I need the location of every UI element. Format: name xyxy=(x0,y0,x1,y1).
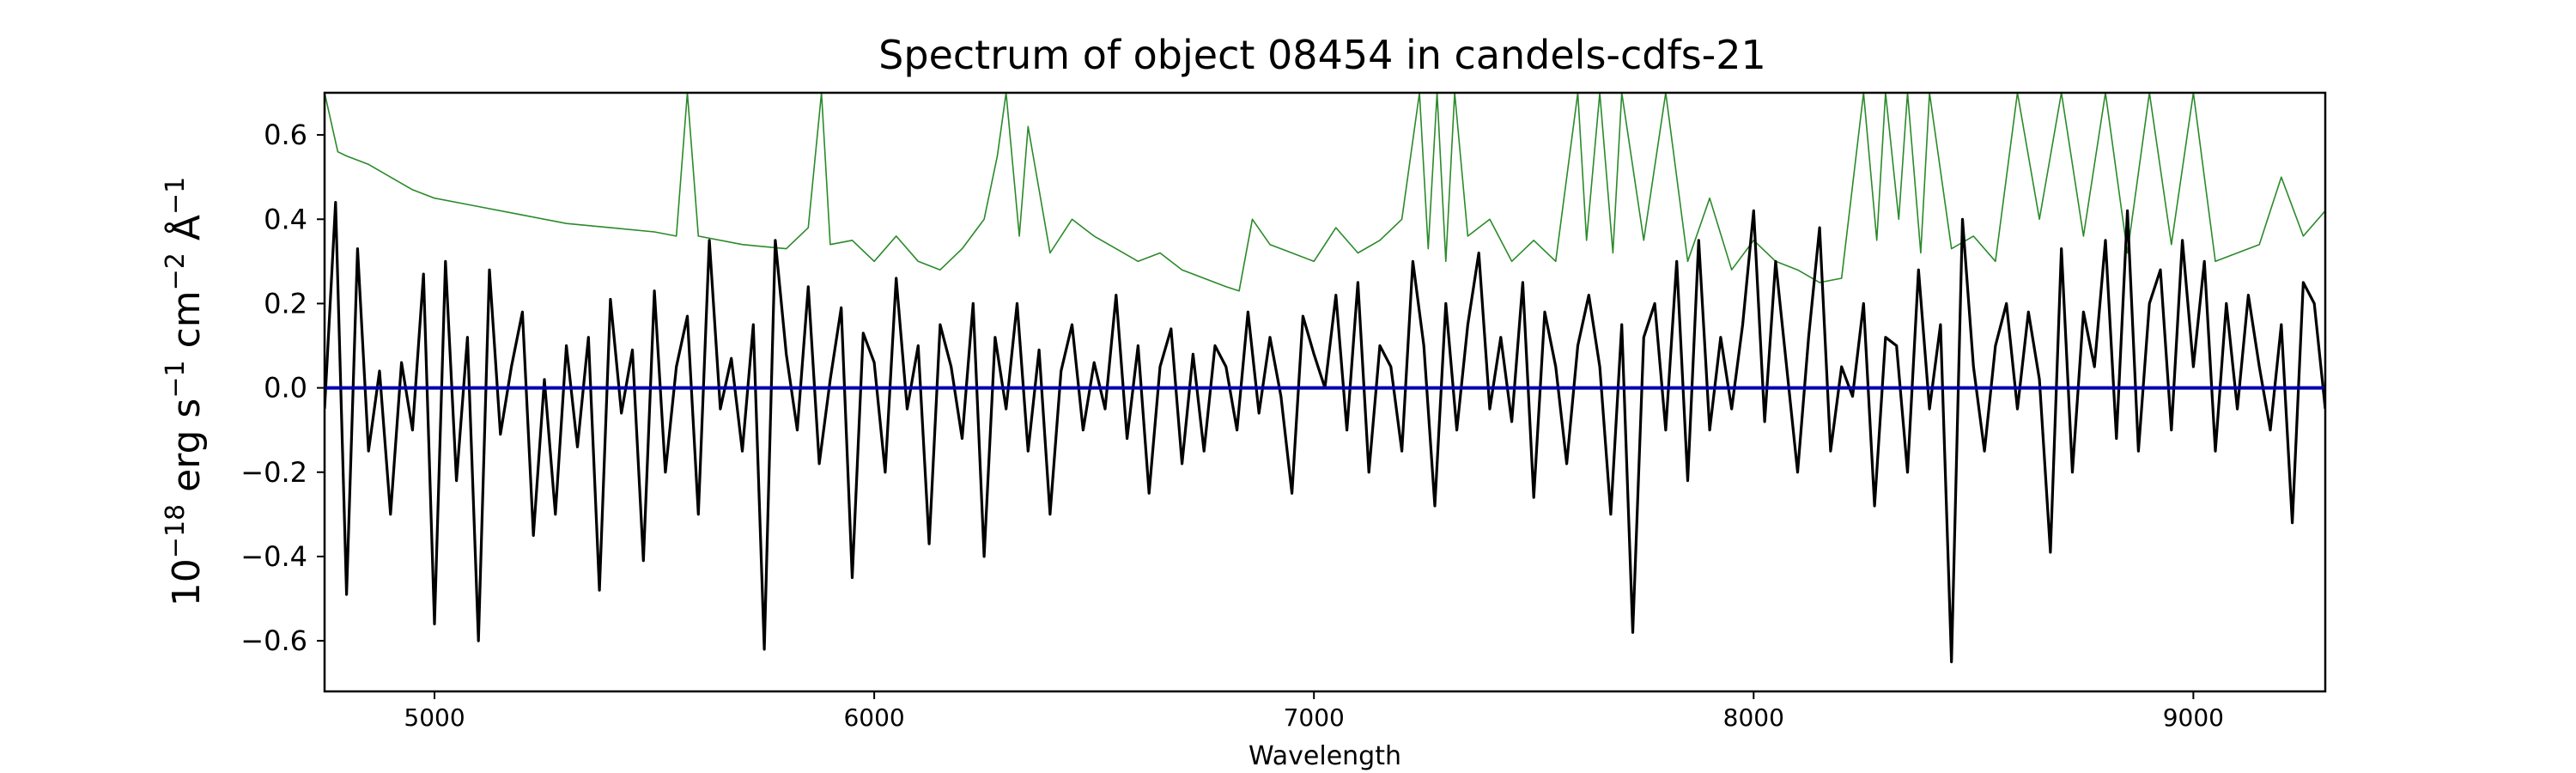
y-label-ang-exp: −1 xyxy=(161,177,191,215)
x-tick-label: 8000 xyxy=(1723,703,1784,732)
y-label-angstrom: Å xyxy=(163,215,209,253)
x-tick-label: 7000 xyxy=(1284,703,1345,732)
x-axis: 5000 6000 7000 8000 9000 xyxy=(404,691,2224,732)
x-tick-label: 6000 xyxy=(843,703,904,732)
axes-frame xyxy=(323,91,2327,693)
y-label-cm: cm xyxy=(165,290,209,360)
y-label-s-exp: −1 xyxy=(161,360,191,398)
chart-title: Spectrum of object 08454 in candels-cdfs… xyxy=(878,32,1766,78)
y-axis-label: 10−18 erg s−1 cm−2 Å−1 xyxy=(161,177,209,606)
y-label-cm-exp: −2 xyxy=(161,253,191,290)
y-tick-label: 0.4 xyxy=(264,203,307,235)
x-tick-label: 5000 xyxy=(404,703,465,732)
plot-area xyxy=(323,91,2327,693)
series-layer xyxy=(325,93,2325,664)
error-series-line xyxy=(325,93,2325,292)
y-label-base: 10 xyxy=(165,558,209,606)
flux-series-line xyxy=(325,201,2325,664)
y-label-erg: erg s xyxy=(165,399,209,504)
y-tick-label: 0.0 xyxy=(264,372,307,405)
y-tick-label: −0.6 xyxy=(240,624,307,657)
y-axis: −0.6 −0.4 −0.2 0.0 0.2 0.4 0.6 xyxy=(240,119,325,657)
x-tick-label: 9000 xyxy=(2163,703,2224,732)
y-tick-label: −0.2 xyxy=(240,456,307,489)
y-tick-label: −0.4 xyxy=(240,540,307,573)
x-axis-label: Wavelength xyxy=(1249,741,1401,771)
y-label-exp: −18 xyxy=(161,504,191,558)
y-tick-label: 0.2 xyxy=(264,287,307,320)
y-tick-label: 0.6 xyxy=(264,119,307,151)
